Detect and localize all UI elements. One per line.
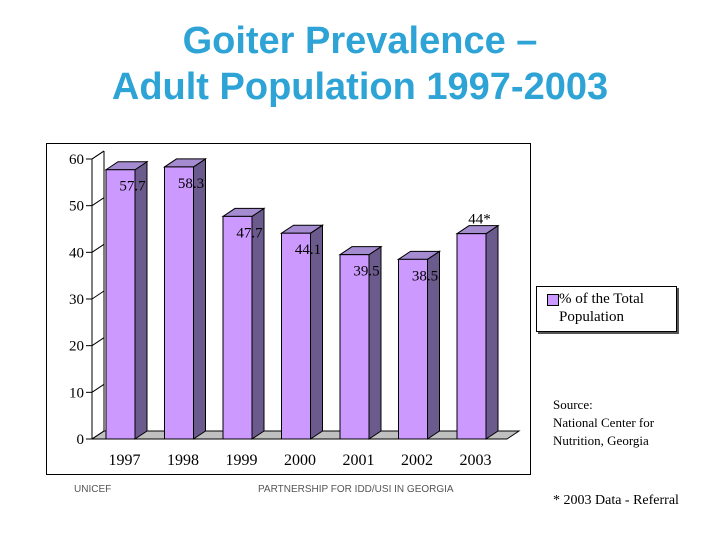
x-tick-label: 1999 xyxy=(226,452,258,469)
chart-area: 0 10 20 30 40 50 60 57.7 1997 58.3 1998 47.7 1999 44.… xyxy=(46,143,531,475)
legend-label: % of the Total Population xyxy=(559,291,644,325)
x-tick-label: 2001 xyxy=(343,452,375,469)
bar-side xyxy=(485,224,499,440)
x-tick-label: 2003 xyxy=(460,452,492,469)
y-tick-label: 20 xyxy=(69,339,84,355)
source-line-2: National Center for xyxy=(553,415,655,430)
y-tick-depth xyxy=(91,337,105,347)
footer-org: UNICEF xyxy=(74,484,112,495)
x-tick-label: 2000 xyxy=(284,452,316,469)
bar xyxy=(456,233,487,440)
bar-side xyxy=(134,160,148,440)
data-label: 38.5 xyxy=(412,268,438,284)
bar-side xyxy=(193,157,206,440)
y-tick-label: 50 xyxy=(69,199,84,215)
chart-legend: % of the Total Population xyxy=(536,286,677,332)
legend-swatch xyxy=(547,294,559,306)
source-line-1: Source: xyxy=(553,397,593,412)
bar xyxy=(339,254,370,440)
y-tick-depth xyxy=(91,430,105,440)
title-line-1: Goiter Prevalence – xyxy=(182,20,538,62)
y-tick-label: 30 xyxy=(69,292,84,308)
footer-partnership: PARTNERSHIP FOR IDD/USI IN GEORGIA xyxy=(258,484,454,495)
footnote: * 2003 Data - Referral xyxy=(553,493,679,508)
y-tick-label: 40 xyxy=(69,245,84,261)
y-tick-depth xyxy=(91,290,105,300)
y-tick-depth xyxy=(91,383,105,393)
slide-title: Goiter Prevalence – Adult Population 199… xyxy=(0,18,720,110)
bar xyxy=(222,215,253,440)
y-tick-depth xyxy=(91,197,105,207)
x-tick-label: 1998 xyxy=(167,452,199,469)
y-tick-depth xyxy=(91,243,105,253)
data-label: 39.5 xyxy=(353,264,379,280)
data-label: 47.7 xyxy=(236,225,263,241)
bar xyxy=(398,258,428,440)
bar xyxy=(164,166,194,440)
source-line-3: Nutrition, Georgia xyxy=(553,433,649,448)
x-tick-label: 2002 xyxy=(401,452,433,469)
bar-chart: 0 10 20 30 40 50 60 57.7 1997 58.3 1998 47.7 1999 44.… xyxy=(69,150,521,469)
data-label: 57.7 xyxy=(119,179,146,195)
y-tick-label: 0 xyxy=(77,432,85,448)
data-label: 44* xyxy=(468,212,491,228)
data-label: 58.3 xyxy=(178,176,204,192)
data-label: 44.1 xyxy=(295,242,321,258)
bar xyxy=(105,169,136,440)
y-tick-label: 10 xyxy=(69,385,84,401)
y-tick-depth xyxy=(91,150,105,160)
x-tick-label: 1997 xyxy=(109,452,141,469)
bar xyxy=(281,232,311,440)
source-note: Source: National Center for Nutrition, G… xyxy=(553,396,718,450)
y-tick-label: 60 xyxy=(69,152,84,168)
bar-side xyxy=(251,207,265,440)
title-line-2: Adult Population 1997-2003 xyxy=(111,66,609,108)
